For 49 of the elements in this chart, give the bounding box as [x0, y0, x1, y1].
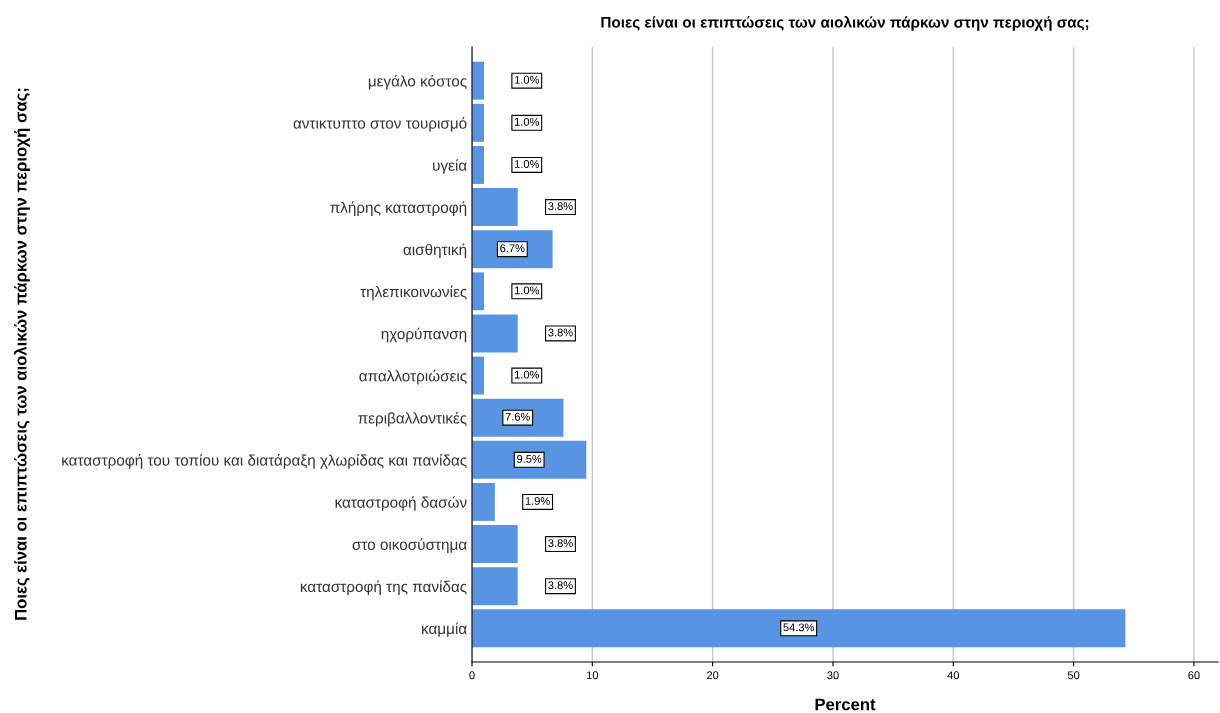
- data-label: 3.8%: [548, 202, 573, 211]
- x-tick-label: 10: [586, 671, 599, 680]
- data-label: 1.9%: [525, 497, 550, 505]
- data-label: 1.0%: [514, 75, 540, 84]
- data-label: 1.0%: [514, 117, 540, 126]
- data-label: 54.3%: [783, 623, 815, 632]
- x-tick-label: 20: [707, 671, 719, 680]
- data-label: 3.8%: [548, 328, 573, 337]
- data-label: 1.0%: [514, 286, 540, 295]
- bar: [472, 482, 495, 521]
- y-tick-label: πλήρης καταστροφή: [330, 201, 467, 216]
- bar: [472, 188, 518, 227]
- chart-title: Ποιες είναι οι επιπτώσεις των αιολικών πάρκων στην περιοχή σας;: [601, 16, 1089, 31]
- bar: [472, 525, 518, 564]
- bar: [472, 567, 518, 606]
- bar: [472, 272, 485, 311]
- y-tick-label: ηχορύπανση: [381, 327, 467, 343]
- x-axis-title: Percent: [815, 698, 876, 711]
- y-tick-label: περιβαλλοντικές: [358, 411, 467, 427]
- bar: [472, 103, 485, 142]
- y-tick-label: αντικτυπτο στον τουρισμό: [293, 117, 467, 132]
- bar: [472, 314, 518, 353]
- data-label: 1.0%: [514, 370, 540, 379]
- y-tick-label: καμμία: [422, 622, 467, 637]
- y-axis-title: Ποιες είναι οι επιπτώσεις των αιολικών πάρκων στην περιοχή σας;: [13, 88, 30, 620]
- data-label: 7.6%: [505, 412, 530, 421]
- y-tick-label: καταστροφή του τοπίου και διατάραξη χλωρίδας και πανίδας: [62, 454, 467, 469]
- y-tick-label: αισθητική: [403, 243, 467, 259]
- y-tick-label: καταστροφή της πανίδας: [300, 580, 467, 596]
- x-tick-label: 60: [1188, 671, 1200, 680]
- y-tick-label: απαλλοτριώσεις: [359, 369, 467, 385]
- bar: [472, 61, 485, 100]
- y-tick-label: υγεία: [433, 159, 467, 174]
- bar: [472, 356, 485, 395]
- x-tick-label: 0: [469, 671, 475, 680]
- y-tick-label: καταστροφή δασών: [335, 496, 467, 511]
- y-tick-label: τηλεπικοινωνίες: [360, 285, 467, 301]
- data-label: 3.8%: [548, 539, 573, 548]
- x-tick-label: 40: [947, 671, 960, 680]
- x-tick-label: 30: [827, 671, 839, 680]
- data-label: 6.7%: [500, 244, 525, 253]
- y-tick-label: μεγάλο κόστος: [368, 74, 467, 90]
- data-label: 3.8%: [548, 581, 573, 590]
- bar: [472, 609, 1126, 648]
- data-label: 1.0%: [514, 160, 540, 168]
- y-tick-label: στο οικοσύστημα: [352, 538, 467, 553]
- x-tick-label: 50: [1067, 671, 1080, 680]
- bar: [472, 145, 485, 184]
- data-label: 9.5%: [517, 454, 542, 463]
